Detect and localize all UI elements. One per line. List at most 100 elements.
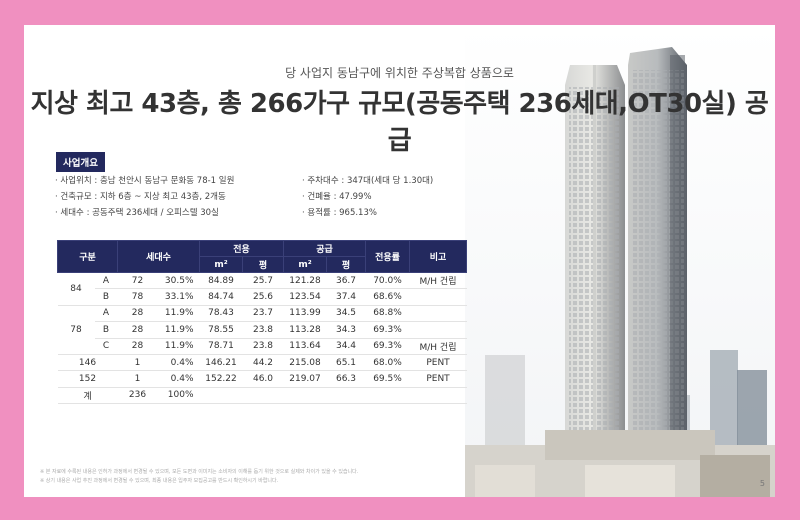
cell-ratio: 68.0% xyxy=(365,354,410,372)
cell-su-m2: 121.28 xyxy=(283,272,327,290)
cell-ex-m2 xyxy=(199,387,243,405)
cell-su-py: 34.5 xyxy=(326,305,366,323)
cell-ratio: 70.0% xyxy=(365,272,410,290)
cell-units: 72 xyxy=(117,272,158,290)
cell-size: 84 xyxy=(57,272,95,306)
footnote: ※ 본 자료에 수록된 내용은 인허가 과정에서 변경될 수 있으며, 모든 도… xyxy=(40,468,730,486)
table-row: 146 1 0.4% 146.21 44.2 215.08 65.1 68.0%… xyxy=(57,354,467,372)
header-supply: 공급 xyxy=(283,240,366,257)
cell-su-m2 xyxy=(283,387,327,405)
cell-note xyxy=(409,321,467,339)
table-row: 78 A 28 11.9% 78.43 23.7 113.99 34.5 68.… xyxy=(57,305,467,355)
cell-su-m2: 123.54 xyxy=(283,288,327,306)
header-ratio: 전용률 xyxy=(365,240,410,273)
cell-type: B xyxy=(94,321,118,339)
building-rendering xyxy=(465,25,775,497)
cell-type: B xyxy=(94,288,118,306)
cell-ex-py: 25.7 xyxy=(242,272,284,290)
cell-pct: 11.9% xyxy=(157,305,200,323)
page-number: 5 xyxy=(759,479,765,488)
cell-ex-m2: 78.43 xyxy=(199,305,243,323)
cell-note xyxy=(409,305,467,323)
cell-size: 146 xyxy=(57,354,118,372)
cell-ex-m2: 78.55 xyxy=(199,321,243,339)
table-row: B 78 33.1% 84.74 25.6 123.54 37.4 68.6% xyxy=(58,288,467,306)
header-exclusive: 전용 xyxy=(199,240,284,257)
cell-su-m2: 113.99 xyxy=(283,305,327,323)
page-title: 지상 최고 43층, 총 266가구 규모(공동주택 236세대,OT30실) … xyxy=(30,89,769,156)
cell-note: M/H 건립 xyxy=(409,338,467,355)
info-households: · 세대수 : 공동주택 236세대 / 오피스텔 30실 xyxy=(55,208,219,218)
table-row: B 28 11.9% 78.55 23.8 113.28 34.3 69.3% xyxy=(58,321,467,339)
header-su-m2: m² xyxy=(283,256,327,273)
cell-type: C xyxy=(94,338,118,355)
cell-ex-py: 23.7 xyxy=(242,305,284,323)
cell-note: PENT xyxy=(409,354,467,372)
cell-note: M/H 건립 xyxy=(409,272,467,290)
cell-ex-py xyxy=(242,387,284,405)
table-row: C 28 11.9% 78.71 23.8 113.64 34.4 69.3% … xyxy=(58,338,467,355)
cell-su-py: 37.4 xyxy=(326,288,366,306)
cell-su-py: 34.4 xyxy=(326,338,366,355)
cell-units: 28 xyxy=(117,305,158,323)
cell-type: A xyxy=(94,272,118,290)
cell-units: 78 xyxy=(117,288,158,306)
cell-size: 78 xyxy=(57,305,95,355)
overview-right: · 주차대수 : 347대(세대 당 1.30대) · 건폐율 : 47.99%… xyxy=(302,173,433,221)
footnote-line: ※ 상기 내용은 사업 추진 과정에서 변경될 수 있으며, 최종 내용은 입주… xyxy=(40,478,279,484)
cell-ex-m2: 78.71 xyxy=(199,338,243,355)
cell-ex-py: 23.8 xyxy=(242,321,284,339)
cell-pct: 100% xyxy=(157,387,200,405)
cell-units: 28 xyxy=(117,338,158,355)
cell-su-m2: 215.08 xyxy=(283,354,327,372)
cell-ratio: 68.8% xyxy=(365,305,410,323)
overview-left: · 사업위치 : 충남 천안시 동남구 문화동 78-1 일원 · 건축규모 :… xyxy=(55,173,234,221)
cell-su-py: 36.7 xyxy=(326,272,366,290)
cell-pct: 0.4% xyxy=(157,354,200,372)
cell-ratio: 69.5% xyxy=(365,370,410,388)
cell-ex-m2: 152.22 xyxy=(199,370,243,388)
table-row: 84 A 72 30.5% 84.89 25.7 121.28 36.7 70.… xyxy=(57,272,467,306)
cell-pct: 0.4% xyxy=(157,370,200,388)
cell-size: 계 xyxy=(57,387,118,405)
subtitle: 당 사업지 동남구에 위치한 주상복합 상품으로 xyxy=(285,66,514,80)
header-ex-m2: m² xyxy=(199,256,243,273)
cell-su-py: 66.3 xyxy=(326,370,366,388)
header-note: 비고 xyxy=(409,240,467,273)
cell-ratio xyxy=(365,387,410,405)
info-far: · 용적률 : 965.13% xyxy=(302,208,377,218)
cell-ex-py: 44.2 xyxy=(242,354,284,372)
cell-su-py: 34.3 xyxy=(326,321,366,339)
cell-ex-py: 23.8 xyxy=(242,338,284,355)
cell-ex-m2: 84.74 xyxy=(199,288,243,306)
unit-spec-table: 구분 세대수 전용 공급 전용률 비고 m² 평 m² 평 84 A 72 30… xyxy=(57,240,467,405)
cell-pct: 33.1% xyxy=(157,288,200,306)
info-scale: · 건축규모 : 지하 6층 ~ 지상 최고 43층, 2개동 xyxy=(55,192,226,202)
header-ex-py: 평 xyxy=(242,256,284,273)
cell-ex-py: 46.0 xyxy=(242,370,284,388)
cell-su-m2: 113.64 xyxy=(283,338,327,355)
cell-units: 1 xyxy=(117,354,158,372)
cell-note xyxy=(409,288,467,306)
overview-badge: 사업개요 xyxy=(56,152,105,172)
table-row: 152 1 0.4% 152.22 46.0 219.07 66.3 69.5%… xyxy=(57,370,467,388)
cell-pct: 30.5% xyxy=(157,272,200,290)
footnote-line: ※ 본 자료에 수록된 내용은 인허가 과정에서 변경될 수 있으며, 모든 도… xyxy=(40,469,359,475)
cell-su-py xyxy=(326,387,366,405)
info-coverage: · 건폐율 : 47.99% xyxy=(302,192,372,202)
cell-pct: 11.9% xyxy=(157,338,200,355)
slide: 당 사업지 동남구에 위치한 주상복합 상품으로 지상 최고 43층, 총 26… xyxy=(24,25,775,497)
cell-units: 1 xyxy=(117,370,158,388)
cell-su-m2: 219.07 xyxy=(283,370,327,388)
cell-ratio: 69.3% xyxy=(365,338,410,355)
cell-type: A xyxy=(94,305,118,323)
header-su-py: 평 xyxy=(326,256,366,273)
cell-ex-m2: 146.21 xyxy=(199,354,243,372)
header-units: 세대수 xyxy=(117,240,200,273)
cell-size: 152 xyxy=(57,370,118,388)
cell-note: PENT xyxy=(409,370,467,388)
cell-note xyxy=(409,387,467,405)
cell-units: 236 xyxy=(117,387,158,405)
info-location: · 사업위치 : 충남 천안시 동남구 문화동 78-1 일원 xyxy=(55,176,235,186)
cell-ex-m2: 84.89 xyxy=(199,272,243,290)
